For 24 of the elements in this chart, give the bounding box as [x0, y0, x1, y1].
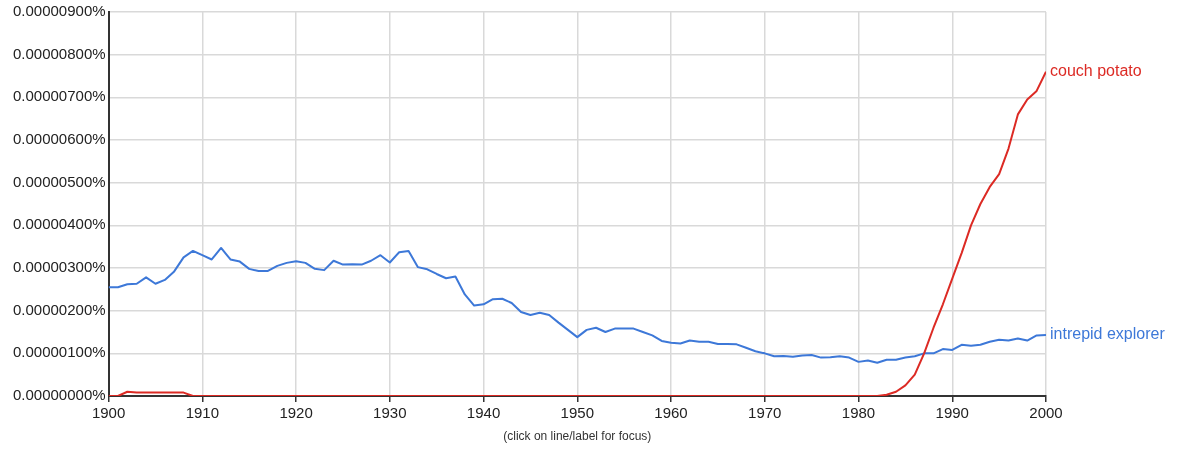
x-tick-label: 1920 [279, 404, 313, 422]
y-tick-label: 0.00000900% [12, 2, 106, 20]
y-tick-label: 0.00000200% [12, 300, 106, 318]
x-tick-label: 1990 [935, 404, 969, 422]
y-tick-label: 0.00000100% [12, 343, 106, 361]
x-tick-label: 1900 [91, 404, 126, 422]
x-tick-label: 1940 [466, 404, 501, 422]
text: (click on line/label for focus) [503, 429, 652, 444]
x-tick-label: 1980 [841, 404, 876, 422]
x-tick-label: 1910 [185, 404, 220, 422]
y-tick-label: 0.00000300% [12, 258, 106, 276]
series-label: intrepid explorer [1050, 325, 1166, 343]
y-tick-label: 0.00000400% [12, 215, 106, 233]
y-tick-label: 0.00000000% [12, 386, 106, 404]
x-tick-label: 1970 [748, 404, 782, 422]
series-label: couch potato [1050, 62, 1142, 80]
y-tick-label: 0.00000600% [12, 130, 106, 148]
x-tick-label: 1930 [373, 404, 407, 422]
y-tick-label: 0.00000700% [12, 87, 106, 105]
x-tick-label: 1950 [560, 404, 594, 422]
x-tick-label: 2000 [1029, 404, 1063, 422]
x-tick-label: 1960 [654, 404, 688, 422]
y-tick-label: 0.00000800% [12, 44, 106, 62]
y-tick-label: 0.00000500% [12, 172, 106, 190]
